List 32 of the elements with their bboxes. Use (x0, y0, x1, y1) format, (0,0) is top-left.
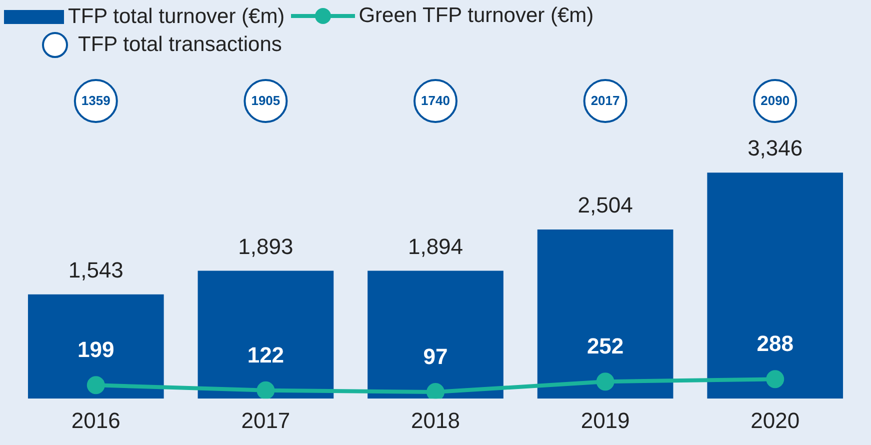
annotation: 1359 (80, 93, 112, 109)
data-label: 288 (756, 331, 794, 356)
data-label: 2,504 (578, 192, 633, 218)
annotation: 1740 (420, 93, 451, 109)
data-label: 199 (78, 337, 114, 362)
data-label: 1,894 (408, 234, 464, 259)
x-tick-label: 2018 (411, 408, 460, 433)
legend-label: Green TFP turnover (€m) (358, 4, 594, 28)
data-label: 122 (247, 342, 284, 368)
bar (368, 270, 504, 399)
point (86, 376, 105, 394)
data-label: 1,543 (68, 257, 124, 282)
data-label: 1,893 (238, 234, 294, 259)
annotation: 2090 (760, 93, 791, 109)
data-label: 97 (423, 344, 448, 370)
point (596, 372, 614, 391)
data-label: 3,346 (748, 136, 803, 161)
x-tick-label: 2016 (71, 408, 120, 433)
legend-label: TFP total turnover (€m) (68, 5, 285, 29)
legend-label: TFP total transactions (78, 33, 282, 57)
bar (28, 294, 164, 399)
annotation: 1905 (250, 93, 282, 109)
x-tick-label: 2019 (580, 408, 630, 433)
point (766, 370, 784, 388)
x-tick-label: 2020 (750, 408, 800, 433)
bar (707, 172, 844, 399)
annotation: 2017 (590, 93, 621, 109)
point (256, 381, 275, 399)
bar (198, 270, 334, 399)
x-tick-label: 2017 (241, 408, 290, 433)
data-label: 252 (586, 334, 624, 359)
bar (537, 230, 674, 399)
